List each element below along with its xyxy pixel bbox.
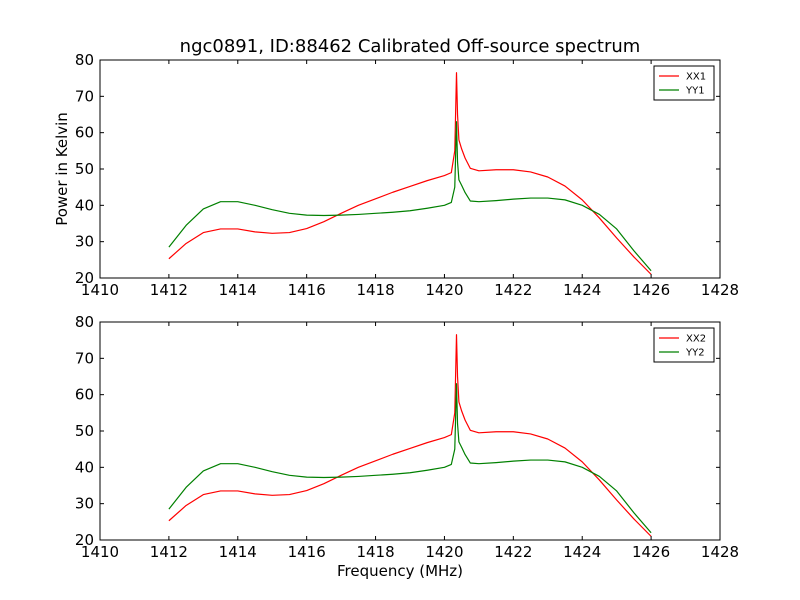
legend-label-yy2: YY2 [685,348,705,359]
x-tick-label: 1412 [150,281,188,299]
y-tick-label: 20 [75,269,94,287]
x-tick-label: 1424 [563,281,601,299]
legend-box [653,327,715,363]
y-tick-label: 60 [75,386,94,404]
x-tick-label: 1420 [425,281,463,299]
y-tick-label: 50 [75,160,94,178]
legend-label-xx2: XX2 [686,334,706,345]
y-tick-label: 60 [75,124,94,142]
legend-label-xx1: XX1 [686,72,706,83]
x-tick-label: 1418 [356,543,394,561]
y-tick-label: 70 [75,349,94,367]
x-tick-label: 1422 [494,543,532,561]
x-tick-label: 1410 [81,281,119,299]
x-tick-label: 1410 [81,543,119,561]
figure-title: ngc0891, ID:88462 Calibrated Off-source … [180,36,641,57]
x-tick-label: 1420 [425,543,463,561]
x-tick-label: 1422 [494,281,532,299]
x-tick-label: 1414 [219,281,257,299]
y-tick-label: 40 [75,458,94,476]
x-tick-label: 1412 [150,543,188,561]
top-panel: 1410 1412 1414 1416 1418 1420 1422 1424 1426 1428… [53,51,739,299]
series-line-xx2 [168,334,652,537]
x-tick-label: 1426 [632,543,670,561]
y-tick-label: 20 [75,531,94,549]
y-tick-label: 80 [75,313,94,331]
x-tick-label: 1428 [701,543,739,561]
series-line-xx1 [168,72,652,275]
x-tick-label: 1426 [632,281,670,299]
y-tick-label: 40 [75,196,94,214]
x-tick-label: 1414 [219,543,257,561]
legend-box [653,65,715,101]
x-tick-label: 1424 [563,543,601,561]
y-axis-label: Power in Kelvin [53,112,71,226]
x-axis-label: Frequency (MHz) [337,562,463,580]
x-tick-label: 1428 [701,281,739,299]
series-line-yy1 [168,121,652,272]
y-tick-label: 50 [75,422,94,440]
series-lines [168,334,652,537]
x-tick-label: 1416 [288,543,326,561]
y-tick-label: 30 [75,233,94,251]
x-tick-label: 1418 [356,281,394,299]
series-line-yy2 [168,383,652,534]
x-tick-label: 1416 [288,281,326,299]
y-tick-label: 70 [75,87,94,105]
legend-label-yy1: YY1 [685,86,705,97]
bottom-panel: 1410 1412 1414 1416 1418 1420 1422 1424 1426 1428… [75,313,739,580]
series-lines [168,72,652,275]
y-tick-label: 30 [75,495,94,513]
y-tick-label: 80 [75,51,94,69]
